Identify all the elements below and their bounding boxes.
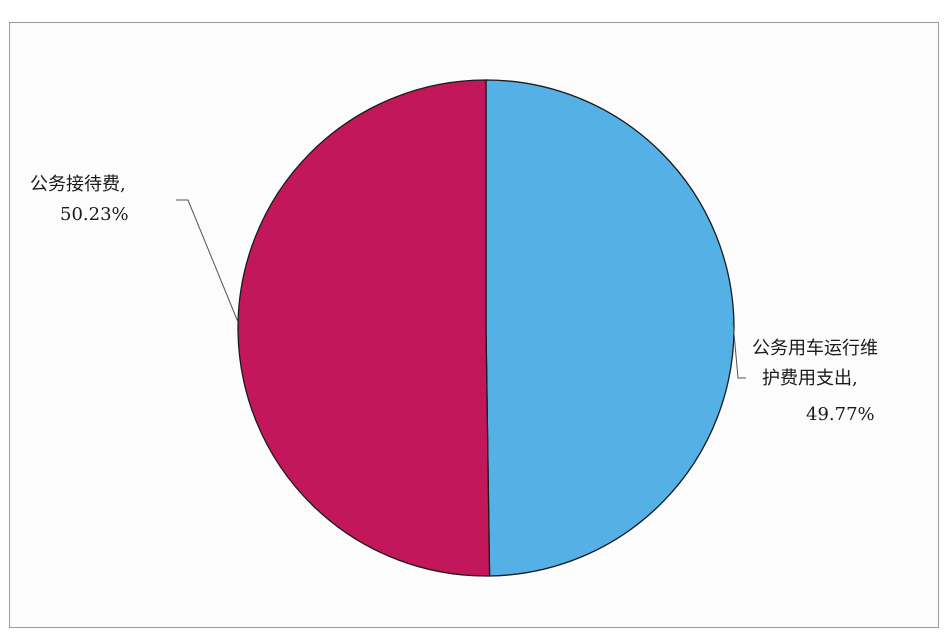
slice-0-label-line-0: 公务用车运行维 [752, 338, 878, 359]
slice-0-label-line-1: 护费用支出, [762, 368, 858, 389]
slice-1-leader-line [176, 199, 239, 323]
slice-0-value-label: 49.77% [806, 404, 875, 425]
slice-1-label-line-0: 公务接待费, [30, 174, 126, 195]
slice-label-1: 公务接待费, 50.23% [30, 174, 239, 323]
slice-1-value-label: 50.23% [60, 204, 129, 225]
pie-slice-0 [485, 79, 735, 577]
slice-0-leader-line [732, 321, 746, 379]
pie-slice-1 [237, 79, 491, 577]
